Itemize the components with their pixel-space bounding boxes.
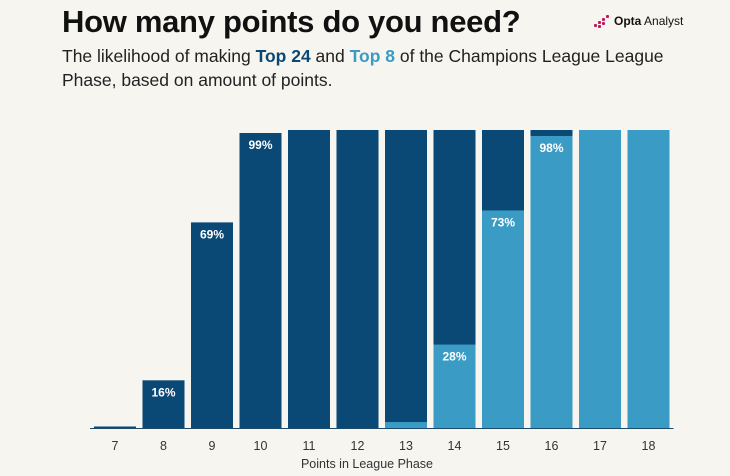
bar-top24-13 [385, 130, 427, 428]
bar-top8-16 [530, 135, 573, 428]
data-label-16: 98% [539, 141, 563, 155]
subtitle-top24: Top 24 [255, 46, 311, 66]
bar-top24-9 [191, 222, 233, 428]
bar-top24-10 [239, 132, 282, 429]
subtitle-top8: Top 8 [349, 46, 395, 66]
chart-title: How many points do you need? [62, 4, 521, 39]
x-tick-label: 14 [448, 439, 462, 453]
brand-name-bold: Opta [614, 14, 642, 28]
x-tick-label: 15 [496, 439, 510, 453]
data-label-8: 16% [151, 385, 175, 399]
x-tick-label: 8 [160, 439, 167, 453]
x-axis-title: Points in League Phase [301, 457, 433, 471]
bar-top8-14 [433, 344, 476, 428]
bar-top8-17 [579, 130, 621, 428]
subtitle-prefix: The likelihood of making [62, 46, 256, 66]
x-tick-label: 16 [545, 439, 559, 453]
bar-top24-7 [94, 426, 136, 428]
x-tick-label: 13 [399, 439, 413, 453]
x-tick-label: 9 [209, 439, 216, 453]
x-tick-label: 11 [303, 439, 316, 453]
data-label-14: 28% [442, 350, 466, 364]
data-label-15: 73% [491, 215, 515, 229]
data-label-9: 69% [200, 227, 224, 241]
bar-top8-18 [627, 130, 670, 428]
subtitle-and: and [310, 46, 350, 66]
bar-top24-11 [288, 130, 330, 428]
brand-name: Opta Analyst [614, 14, 683, 28]
x-tick-label: 10 [254, 439, 268, 453]
bar-top8-13 [385, 422, 427, 428]
bar-top8-15 [482, 210, 524, 428]
opta-logo-icon [594, 14, 610, 28]
chart-subtitle: The likelihood of making Top 24 and Top … [62, 44, 682, 92]
x-tick-label: 17 [593, 439, 607, 453]
x-tick-label: 12 [351, 439, 365, 453]
bar-top24-12 [336, 130, 379, 428]
brand-logo: Opta Analyst [594, 14, 683, 28]
brand-name-rest: Analyst [641, 14, 684, 28]
bar-top24-8 [142, 380, 185, 428]
x-tick-label: 18 [642, 439, 656, 453]
data-label-10: 99% [248, 138, 272, 152]
x-tick-label: 7 [112, 439, 119, 453]
subtitle-suffix: of the Champions League League Phase, ba… [62, 46, 664, 90]
